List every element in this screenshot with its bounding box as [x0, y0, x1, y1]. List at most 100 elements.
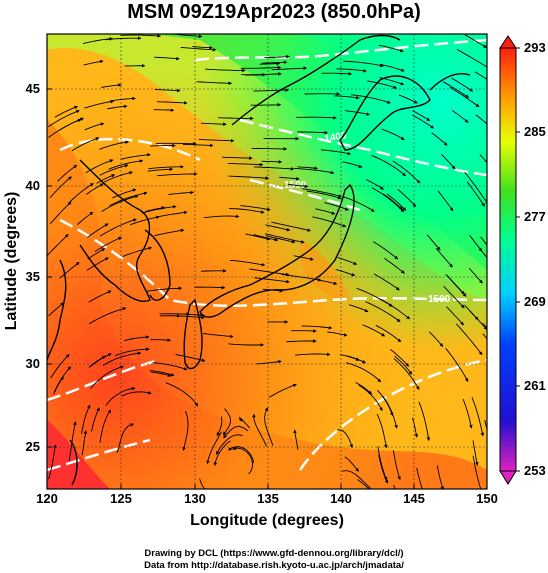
streamline — [435, 247, 453, 268]
streamline — [252, 413, 267, 447]
streamline — [261, 160, 283, 164]
streamline — [441, 153, 456, 170]
streamline — [96, 174, 116, 184]
streamline — [356, 287, 393, 307]
streamline — [54, 105, 79, 118]
streamline — [116, 423, 135, 453]
colorbar — [499, 35, 520, 485]
streamline — [250, 103, 282, 107]
streamline — [256, 359, 282, 365]
streamline — [203, 333, 234, 339]
streamline — [378, 44, 404, 53]
streamline — [182, 143, 214, 148]
streamline — [99, 218, 137, 237]
streamline — [216, 416, 223, 437]
colorbar-tick-label: 285 — [524, 124, 546, 139]
streamline — [301, 325, 333, 330]
colorbar-min-arrow — [499, 470, 517, 485]
streamline — [296, 116, 337, 120]
colorbar-tick-label: 269 — [524, 294, 546, 309]
streamline — [297, 130, 329, 135]
streamline — [389, 348, 410, 367]
streamline — [180, 46, 217, 52]
streamline — [146, 286, 183, 292]
streamline — [151, 371, 172, 377]
streamline — [382, 395, 398, 429]
streamline — [157, 210, 188, 218]
streamline — [232, 446, 254, 475]
colorbar-tick-label: 261 — [524, 378, 546, 393]
streamline — [213, 440, 231, 466]
streamline — [112, 188, 137, 199]
streamline — [88, 307, 127, 325]
streamline — [105, 36, 142, 41]
streamline — [81, 430, 88, 456]
streamline — [200, 269, 227, 273]
streamline — [156, 141, 197, 146]
streamline — [293, 429, 299, 450]
streamline — [222, 156, 253, 160]
credit-line-data: Data from http://database.rish.kyoto-u.a… — [144, 560, 404, 571]
streamline — [168, 190, 194, 195]
streamline — [249, 268, 290, 277]
streamline — [339, 354, 360, 361]
streamline — [482, 333, 487, 340]
streamline — [443, 285, 465, 309]
streamline — [94, 236, 122, 252]
streamline — [150, 143, 176, 148]
streamline — [49, 176, 72, 198]
streamline — [265, 233, 305, 244]
streamline — [341, 470, 375, 489]
streamline — [99, 164, 129, 176]
streamline — [464, 34, 487, 48]
plot-frame — [46, 33, 488, 490]
streamline — [447, 275, 465, 295]
streamline — [337, 257, 358, 265]
streamline — [337, 429, 353, 449]
contour-label-3: 1500 — [428, 294, 451, 305]
streamline — [262, 288, 284, 293]
streamline — [442, 81, 470, 98]
chart-title: MSM 09Z19Apr2023 (850.0hPa) — [127, 1, 421, 23]
streamline — [386, 193, 407, 211]
streamline — [393, 358, 420, 391]
x-axis-label: Longitude (degrees) — [190, 512, 344, 529]
streamline — [218, 116, 254, 121]
streamline — [101, 83, 122, 88]
streamline — [148, 164, 184, 170]
streamline — [469, 234, 483, 252]
streamline — [279, 176, 300, 181]
streamline — [192, 45, 213, 50]
streamline — [302, 188, 342, 198]
colorbar-tick-label: 277 — [524, 209, 546, 224]
contour-label-1: 1400 — [324, 130, 348, 145]
streamline — [175, 354, 206, 362]
streamline — [147, 167, 174, 172]
streamline — [87, 223, 109, 238]
streamline — [357, 479, 370, 489]
streamline — [377, 446, 388, 481]
streamline — [104, 171, 133, 183]
streamline — [91, 407, 100, 432]
streamline — [120, 34, 162, 38]
streamline — [149, 370, 175, 377]
streamline — [198, 138, 235, 143]
streamline — [321, 72, 353, 76]
streamline — [121, 390, 152, 397]
grid-lines — [47, 34, 487, 489]
streamline — [154, 228, 185, 237]
streamline — [83, 59, 104, 66]
streamline — [446, 306, 464, 326]
streamline — [48, 302, 65, 317]
streamline — [89, 353, 112, 368]
wind-streamlines — [47, 34, 487, 489]
streamline — [251, 147, 288, 151]
streamline — [466, 181, 485, 207]
streamline — [358, 384, 383, 412]
streamline — [86, 183, 104, 195]
streamline — [462, 399, 473, 429]
streamline — [81, 404, 91, 434]
streamline — [373, 273, 400, 291]
streamline — [227, 446, 255, 464]
streamline — [471, 397, 485, 437]
